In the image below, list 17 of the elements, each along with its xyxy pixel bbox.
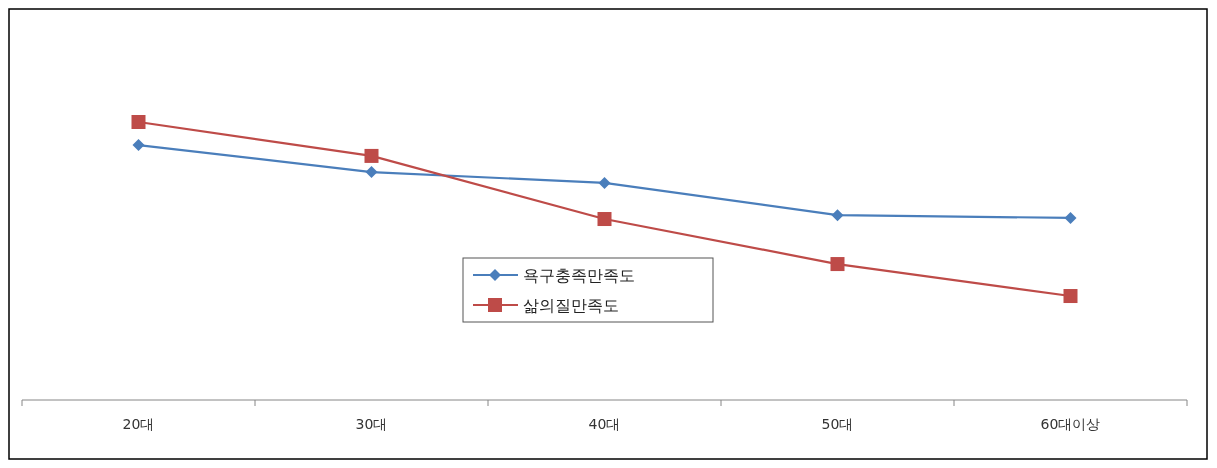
x-tick-label: 40대 [588,416,621,432]
legend-label: 삶의질만족도 [523,296,619,315]
point [132,139,145,152]
point [1063,289,1078,304]
point [364,148,379,163]
x-tick-label: 50대 [821,416,854,432]
point [131,115,146,129]
point [598,176,611,189]
point [1064,211,1077,224]
point [597,212,612,227]
point [831,209,844,222]
point [365,166,378,179]
legend-label: 욕구충족만족도 [523,266,635,285]
x-tick-label: 20대 [122,416,155,432]
x-tick-label: 30대 [355,416,388,432]
x-tick-label: 60대이상 [1040,416,1101,432]
point [830,257,845,272]
